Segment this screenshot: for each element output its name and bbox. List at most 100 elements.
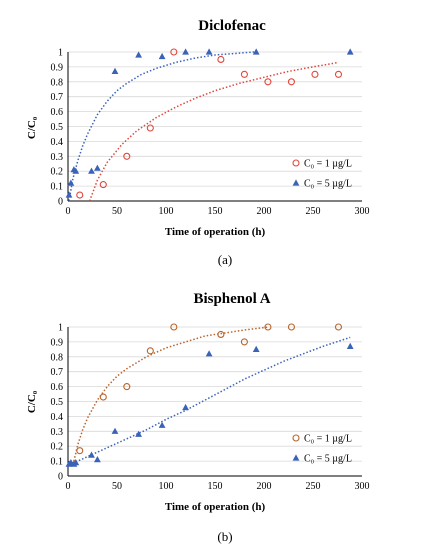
data-point-series-2 bbox=[158, 52, 166, 60]
data-point-series-1 bbox=[264, 323, 272, 331]
data-point-series-2 bbox=[72, 167, 80, 174]
y-tick-label: 0.8 bbox=[51, 77, 64, 88]
data-point-series-1 bbox=[123, 383, 131, 391]
data-point-series-2 bbox=[94, 456, 101, 463]
chart-panel-bisphenol-a: Bisphenol A Time of operation (h) C/C₀ (… bbox=[26, 291, 370, 544]
y-tick-label: 0.3 bbox=[51, 152, 64, 163]
y-tick-label: 0 bbox=[58, 472, 63, 483]
data-point-series-1 bbox=[123, 152, 131, 160]
legend-marker-series-1 bbox=[292, 434, 300, 442]
data-point-series-2 bbox=[182, 403, 189, 411]
x-tick-label: 100 bbox=[159, 206, 174, 217]
x-tick-label: 0 bbox=[66, 481, 71, 492]
data-point-series-1 bbox=[217, 330, 225, 339]
chart-title: Bisphenol A bbox=[193, 291, 270, 307]
trendline-series-2 bbox=[68, 51, 255, 202]
data-point-series-2 bbox=[135, 51, 142, 58]
legend-label-series-2: C₀ = 5 µg/L bbox=[304, 179, 352, 190]
legend-label-series-1: C₀ = 1 µg/L bbox=[304, 434, 352, 445]
data-point-series-1 bbox=[240, 338, 248, 346]
data-point-series-2 bbox=[135, 430, 142, 437]
legend-marker-series-1 bbox=[292, 159, 300, 167]
y-tick-label: 0.7 bbox=[51, 92, 64, 103]
x-axis-label: Time of operation (h) bbox=[165, 501, 266, 513]
data-point-series-1 bbox=[264, 78, 272, 86]
data-point-series-1 bbox=[334, 70, 343, 78]
legend-marker-series-2 bbox=[292, 179, 300, 186]
y-tick-label: 0.6 bbox=[51, 107, 64, 118]
data-point-series-2 bbox=[158, 421, 166, 428]
data-point-series-2 bbox=[252, 48, 260, 55]
legend-label-series-1: C₀ = 1 µg/L bbox=[304, 159, 352, 170]
legend-label-series-2: C₀ = 5 µg/L bbox=[304, 454, 352, 465]
x-tick-label: 200 bbox=[257, 481, 272, 492]
y-tick-label: 0 bbox=[58, 197, 63, 208]
data-point-series-2 bbox=[346, 342, 354, 349]
y-tick-label: 0.9 bbox=[51, 337, 64, 348]
y-tick-label: 0.4 bbox=[51, 412, 64, 423]
x-tick-label: 250 bbox=[306, 481, 321, 492]
data-point-series-2 bbox=[94, 164, 101, 171]
x-tick-label: 50 bbox=[112, 481, 122, 492]
data-point-series-2 bbox=[88, 451, 95, 458]
y-axis-label: C/C₀ bbox=[26, 116, 38, 139]
data-point-series-1 bbox=[146, 347, 154, 355]
data-point-series-2 bbox=[252, 345, 260, 352]
data-point-series-2 bbox=[65, 191, 73, 198]
y-tick-label: 0.5 bbox=[51, 122, 64, 133]
data-point-series-2 bbox=[88, 167, 95, 174]
data-point-series-1 bbox=[217, 55, 225, 64]
x-axis-label: Time of operation (h) bbox=[165, 226, 266, 238]
x-tick-label: 0 bbox=[66, 206, 71, 217]
y-tick-label: 0.5 bbox=[51, 397, 64, 408]
chart-panel-diclofenac: Diclofenac Time of operation (h) C/C₀ (a… bbox=[26, 18, 370, 267]
x-tick-label: 250 bbox=[306, 206, 321, 217]
data-point-series-1 bbox=[311, 70, 319, 78]
y-tick-label: 0.3 bbox=[51, 427, 64, 438]
trendline-series-1 bbox=[88, 61, 339, 202]
y-tick-label: 1 bbox=[58, 323, 63, 334]
data-point-series-2 bbox=[111, 67, 119, 74]
data-point-series-2 bbox=[111, 427, 119, 434]
data-point-series-1 bbox=[170, 48, 178, 56]
y-tick-label: 0.2 bbox=[51, 167, 64, 178]
x-tick-label: 150 bbox=[208, 481, 223, 492]
data-point-series-1 bbox=[99, 393, 107, 401]
y-tick-label: 0.1 bbox=[51, 457, 64, 468]
y-tick-label: 0.7 bbox=[51, 367, 64, 378]
panel-label: (a) bbox=[218, 252, 232, 267]
data-point-series-1 bbox=[99, 181, 107, 189]
data-point-series-2 bbox=[182, 48, 189, 55]
data-point-series-1 bbox=[146, 124, 154, 132]
x-tick-label: 300 bbox=[355, 206, 370, 217]
y-tick-label: 1 bbox=[58, 48, 63, 59]
y-tick-label: 0.9 bbox=[51, 62, 64, 73]
x-tick-label: 100 bbox=[159, 481, 174, 492]
y-tick-label: 0.4 bbox=[51, 137, 64, 148]
data-point-series-2 bbox=[205, 350, 213, 357]
data-point-series-1 bbox=[334, 323, 343, 331]
x-tick-label: 50 bbox=[112, 206, 122, 217]
y-tick-label: 0.8 bbox=[51, 352, 64, 363]
y-tick-label: 0.6 bbox=[51, 382, 64, 393]
chart-title: Diclofenac bbox=[198, 18, 266, 34]
x-tick-label: 300 bbox=[355, 481, 370, 492]
y-tick-label: 0.1 bbox=[51, 182, 64, 193]
data-point-series-2 bbox=[346, 48, 354, 55]
trendline-series-2 bbox=[68, 336, 351, 465]
panel-label: (b) bbox=[217, 529, 232, 544]
y-tick-label: 0.2 bbox=[51, 442, 64, 453]
data-point-series-1 bbox=[170, 323, 178, 331]
data-point-series-1 bbox=[287, 78, 295, 86]
data-point-series-1 bbox=[76, 447, 84, 455]
data-point-series-2 bbox=[67, 179, 75, 186]
data-point-series-1 bbox=[287, 323, 295, 331]
data-point-series-2 bbox=[205, 48, 213, 55]
x-tick-label: 200 bbox=[257, 206, 272, 217]
x-tick-label: 150 bbox=[208, 206, 223, 217]
data-point-series-1 bbox=[240, 70, 248, 78]
legend-marker-series-2 bbox=[292, 454, 300, 461]
data-point-series-2 bbox=[72, 459, 80, 466]
data-point-series-1 bbox=[76, 191, 84, 199]
